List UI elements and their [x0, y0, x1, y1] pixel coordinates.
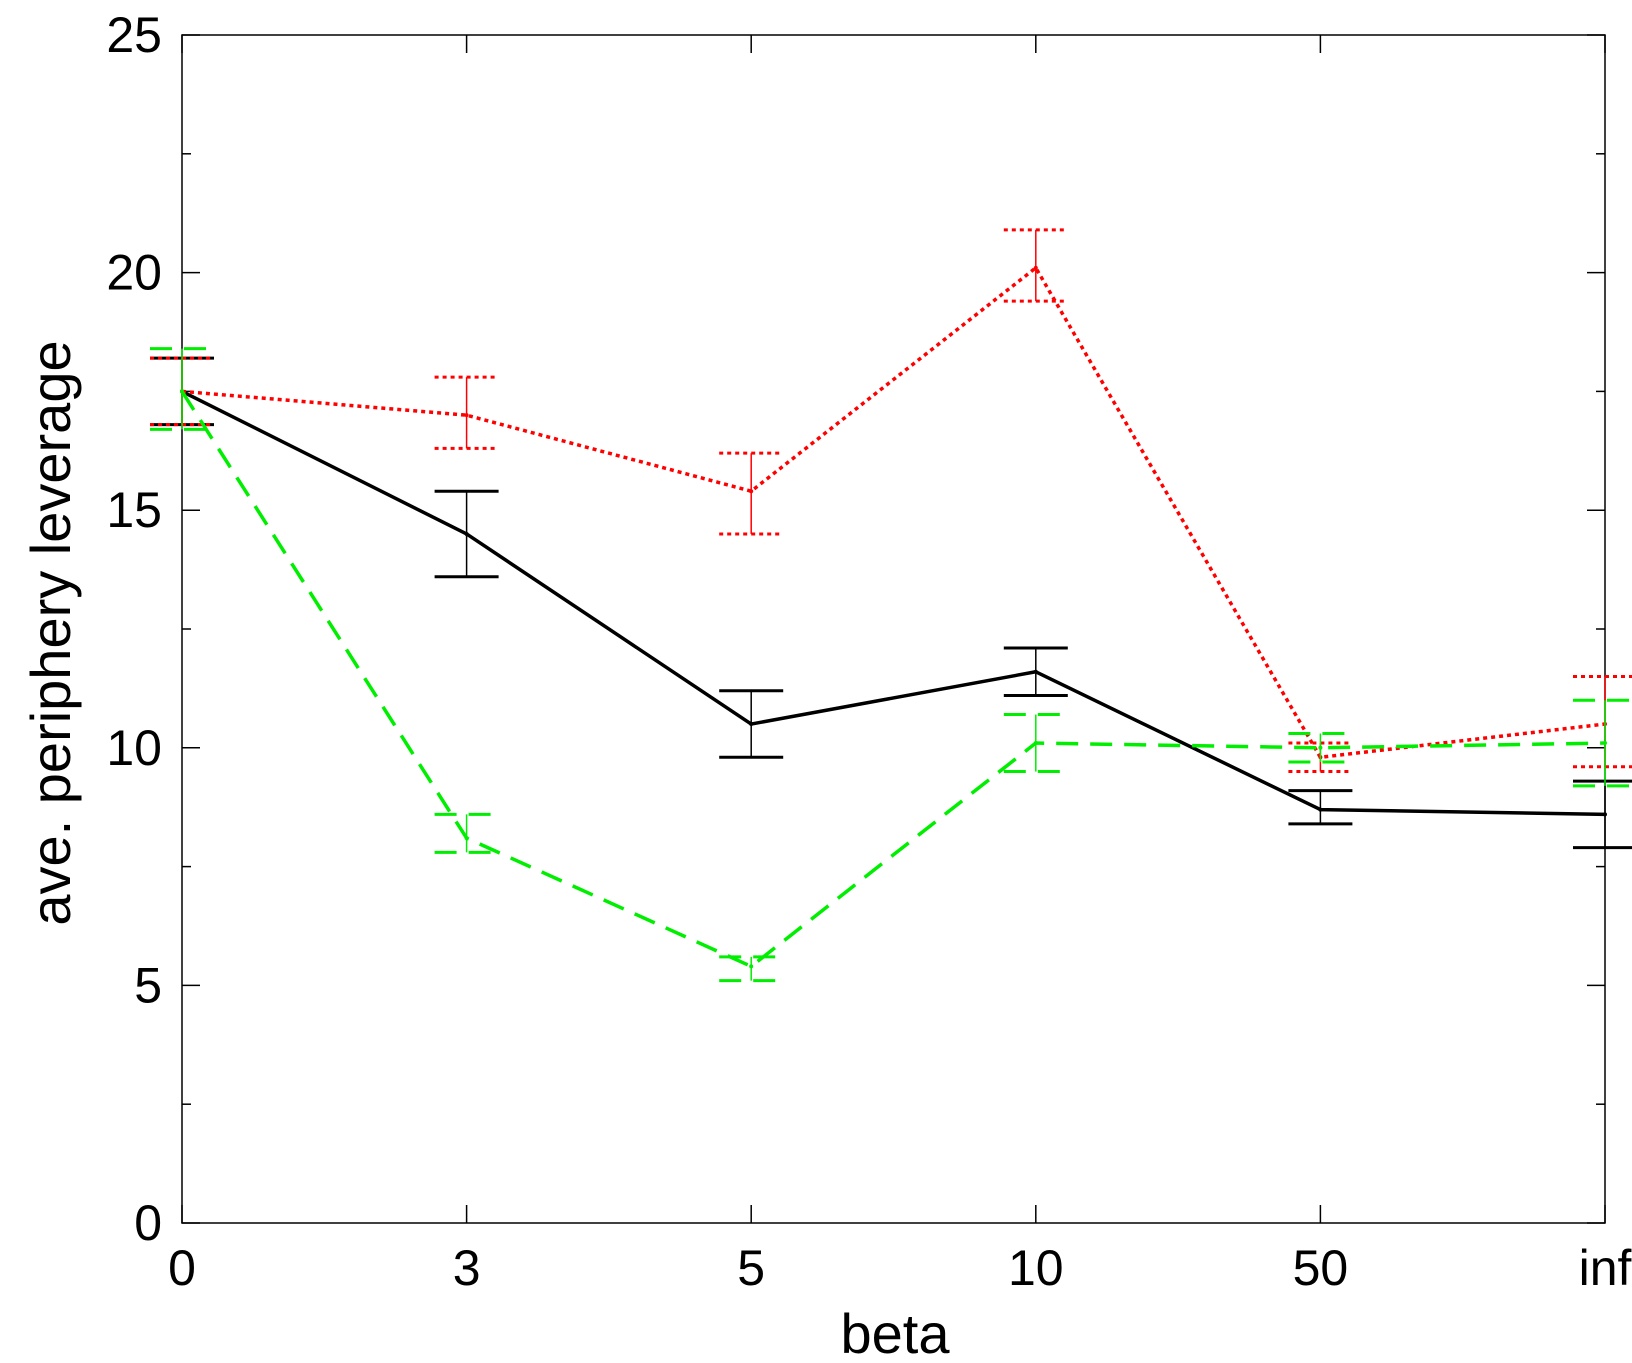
series-line	[181, 266, 1606, 760]
x-tick-label: 5	[737, 1240, 765, 1296]
series-0	[150, 356, 1632, 850]
y-tick-label: 25	[106, 7, 162, 63]
series-layer	[150, 228, 1632, 983]
data-point	[749, 489, 754, 494]
data-point	[749, 722, 754, 727]
x-tick-label: 10	[1008, 1240, 1064, 1296]
data-point	[464, 836, 469, 841]
data-point	[464, 413, 469, 418]
data-point	[1318, 745, 1323, 750]
y-tick-label: 15	[106, 482, 162, 538]
series-line	[180, 390, 1606, 969]
data-point	[1033, 265, 1038, 270]
x-tick-label: inf	[1579, 1240, 1632, 1296]
y-tick-label: 20	[106, 245, 162, 301]
series-2	[150, 347, 1632, 983]
data-point	[180, 389, 184, 394]
labels: beta ave. periphery leverage	[19, 340, 950, 1363]
data-point	[749, 964, 754, 969]
y-tick-label: 10	[106, 720, 162, 776]
data-point	[1033, 741, 1038, 746]
x-axis-title: beta	[841, 1302, 951, 1363]
x-tick-label: 0	[168, 1240, 196, 1296]
y-tick-label: 5	[134, 957, 162, 1013]
data-point	[1033, 669, 1038, 674]
y-axis-title: ave. periphery leverage	[19, 340, 82, 925]
data-point	[1603, 741, 1607, 746]
x-tick-label: 3	[453, 1240, 481, 1296]
data-point	[464, 531, 469, 536]
data-point	[1318, 807, 1323, 812]
data-point	[1603, 812, 1607, 817]
x-tick-label: 50	[1293, 1240, 1349, 1296]
series-1	[150, 228, 1632, 774]
plot-frame	[181, 34, 1606, 1224]
axes: 0 5 10 15 20 25 0 3 5 10 50 inf	[106, 7, 1631, 1296]
y-tick-label: 0	[134, 1195, 162, 1251]
series-line	[181, 389, 1606, 817]
